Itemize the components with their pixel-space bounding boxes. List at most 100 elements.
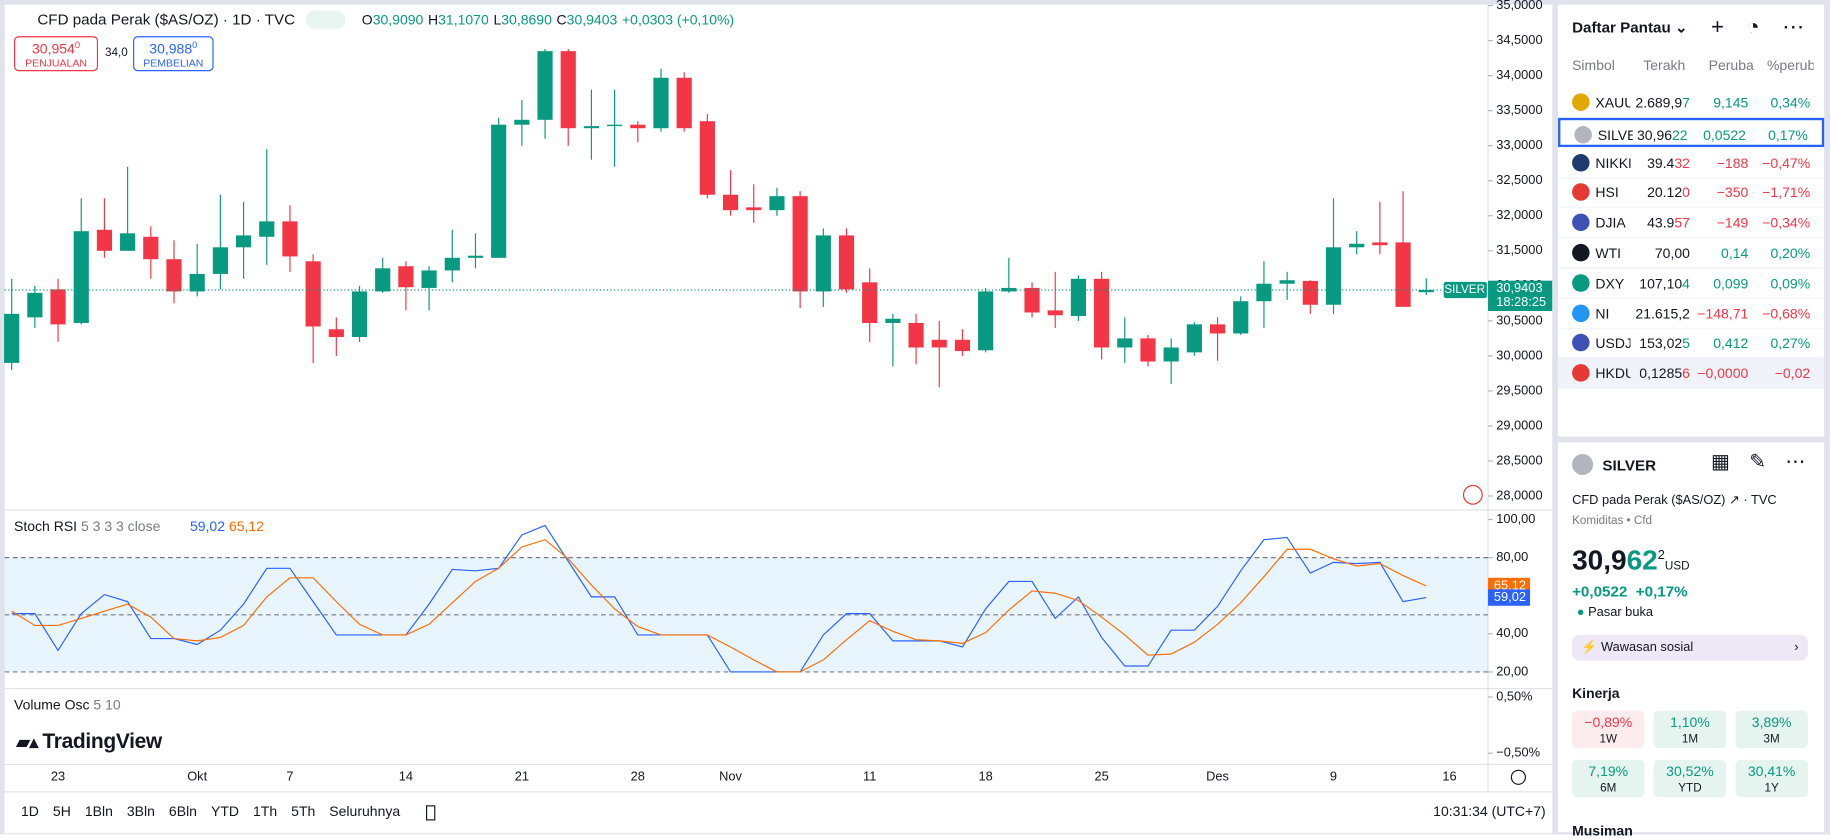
buy-price: 30,988 <box>149 40 193 58</box>
range-button[interactable]: 1D <box>21 802 39 820</box>
x-tick-label: 25 <box>1094 769 1108 784</box>
candle-body <box>282 221 298 257</box>
row-last-main: 21.615,2 <box>1635 305 1690 322</box>
ohlc-value: 31,1070 <box>438 11 489 29</box>
column-header[interactable]: Terakh <box>1643 57 1686 74</box>
perf-period: 3M <box>1763 732 1780 746</box>
candle-body <box>1256 283 1272 302</box>
row-last-tail: 22 <box>1672 126 1688 144</box>
watchlist-title-text: Daftar Pantau <box>1572 18 1671 37</box>
flag-icon <box>1462 484 1483 505</box>
watchlist-row[interactable]: DJIA 43.957 −149 −0,34% <box>1558 208 1825 239</box>
perf-value: −0,89% <box>1584 714 1633 731</box>
buy-button[interactable]: 30,9880 PEMBELIAN <box>133 36 214 72</box>
candle-body <box>1302 280 1318 305</box>
social-button[interactable]: ⚡ Wawasan sosial › <box>1572 634 1808 661</box>
watchlist-row[interactable]: DXY 107,104 0,099 0,09% <box>1558 268 1825 299</box>
last-name: SILVER <box>1444 283 1485 296</box>
candle-body <box>537 51 553 120</box>
row-last-tail: 7 <box>1682 94 1690 111</box>
watchlist-row[interactable]: HKDU 0,12856 −0,0000 −0,02 <box>1558 358 1825 389</box>
row-last-tail: 5 <box>1682 335 1690 352</box>
candle-body <box>1279 280 1295 284</box>
candle-body <box>560 51 576 129</box>
row-last-tail: 0 <box>1682 184 1690 202</box>
perf-cell[interactable]: 30,41% 1Y <box>1735 759 1808 798</box>
description: CFD pada Perak ($AS/OZ) <box>1572 493 1726 508</box>
watchlist-header: Simbol Terakh Peruba %perubah <box>1558 57 1824 78</box>
y-tick-label: 35,0000 <box>1496 0 1542 12</box>
perf-cell[interactable]: 7,19% 6M <box>1572 759 1645 798</box>
row-last-main: 153,02 <box>1639 335 1683 352</box>
watchlist-row[interactable]: WTI 70,00 0,14 0,20% <box>1558 238 1825 269</box>
range-button[interactable]: 6Bln <box>168 802 197 820</box>
range-button[interactable]: 5H <box>52 802 71 820</box>
row-pct: −1,71% <box>1762 184 1811 202</box>
symbol-title[interactable]: CFD pada Perak ($AS/OZ) · 1D · TVC <box>37 10 296 29</box>
watchlist-title[interactable]: Daftar Pantau ⌄ <box>1572 18 1688 37</box>
perf-cell[interactable]: 3,89% 3M <box>1735 710 1808 749</box>
x-tick-label: 9 <box>1330 769 1337 784</box>
range-button[interactable]: 5Th <box>291 802 316 820</box>
range-button[interactable]: Seluruhnya <box>329 802 401 820</box>
perf-cell[interactable]: 30,52% YTD <box>1653 759 1727 798</box>
perf-cell[interactable]: 1,10% 1M <box>1653 710 1727 749</box>
category: Komiditas <box>1572 514 1624 528</box>
column-header[interactable]: %perubah <box>1766 57 1814 74</box>
column-header[interactable]: Peruba <box>1708 57 1754 74</box>
y-tick-label: 34,0000 <box>1496 67 1542 82</box>
candle-body <box>351 291 368 337</box>
watchlist-row[interactable]: HSI 20.120 −350 −1,71% <box>1558 178 1825 209</box>
row-last-main: 107,10 <box>1639 275 1683 292</box>
column-header[interactable]: Simbol <box>1572 57 1615 74</box>
status-toggle[interactable] <box>305 10 346 30</box>
candle-body <box>189 273 205 292</box>
candle-body <box>954 339 971 351</box>
row-last: 0,12856 <box>1639 366 1690 382</box>
change: +0,0522 <box>1572 582 1628 600</box>
stoch-k: 59,02 <box>189 518 226 535</box>
details-price: 30,9622USD <box>1572 545 1689 578</box>
row-change: 9,145 <box>1713 94 1749 111</box>
watchlist-row[interactable]: SILVEI30,9622 0,0522 0,17% <box>1558 117 1825 147</box>
watchlist-row[interactable]: NIKKE 39.432 −188 −0,47% <box>1558 148 1825 179</box>
watchlist-actions[interactable]: + ◔ ⋯ <box>1710 15 1805 40</box>
vol-params: 5 10 <box>93 696 121 714</box>
sell-label: PENJUALAN <box>25 57 87 69</box>
candle-body <box>305 261 321 327</box>
y-tick-label: 20,00 <box>1496 663 1528 678</box>
details-desc: CFD pada Perak ($AS/OZ) ↗ · TVC <box>1572 493 1777 508</box>
watchlist-row[interactable]: XAUU 2.689,97 9,145 0,34% <box>1558 88 1825 118</box>
y-tick-label: 32,5000 <box>1496 172 1542 187</box>
candle-body <box>838 235 855 290</box>
candle-body <box>212 247 228 274</box>
candle-body <box>1395 242 1411 307</box>
watchlist-row[interactable]: NI 21.615,2 −148,71 −0,68% <box>1558 298 1825 329</box>
replay-icon[interactable] <box>425 805 436 821</box>
row-pct: 0,34% <box>1770 94 1811 111</box>
y-tick-label: 33,5000 <box>1496 102 1542 117</box>
range-button[interactable]: 1Bln <box>84 802 113 820</box>
row-symbol: NIKKE <box>1595 154 1630 172</box>
row-icon <box>1572 334 1590 352</box>
watchlist-row[interactable]: USDJI 153,025 0,412 0,27% <box>1558 328 1825 359</box>
seasonal: Musiman <box>1572 822 1633 839</box>
logo[interactable]: ▰▴ TradingView <box>16 729 162 753</box>
range-button[interactable]: YTD <box>210 802 239 820</box>
candle-body <box>259 221 275 237</box>
row-last-tail: 4 <box>1682 275 1690 292</box>
chart: 35,0000 34,5000 34,0000 33,5000 33,0000 32,50… <box>4 0 1553 792</box>
perf-cell[interactable]: −0,89% 1W <box>1572 710 1645 749</box>
row-icon <box>1572 93 1590 111</box>
y-tick-label: 40,00 <box>1496 625 1528 640</box>
ohlc-value: 30,9403 <box>566 11 618 29</box>
sell-button[interactable]: 30,9540 PENJUALAN <box>14 36 99 72</box>
candle-body <box>722 194 739 211</box>
details-actions[interactable]: ▦ ✎ ⋯ <box>1710 450 1806 473</box>
candle-body <box>96 229 113 251</box>
range-button[interactable]: 3Bln <box>126 802 155 820</box>
x-tick-label: 11 <box>863 769 876 784</box>
range-button[interactable]: 1Th <box>253 802 278 820</box>
x-tick-label: 18 <box>979 769 993 784</box>
row-symbol: HSI <box>1595 184 1619 202</box>
